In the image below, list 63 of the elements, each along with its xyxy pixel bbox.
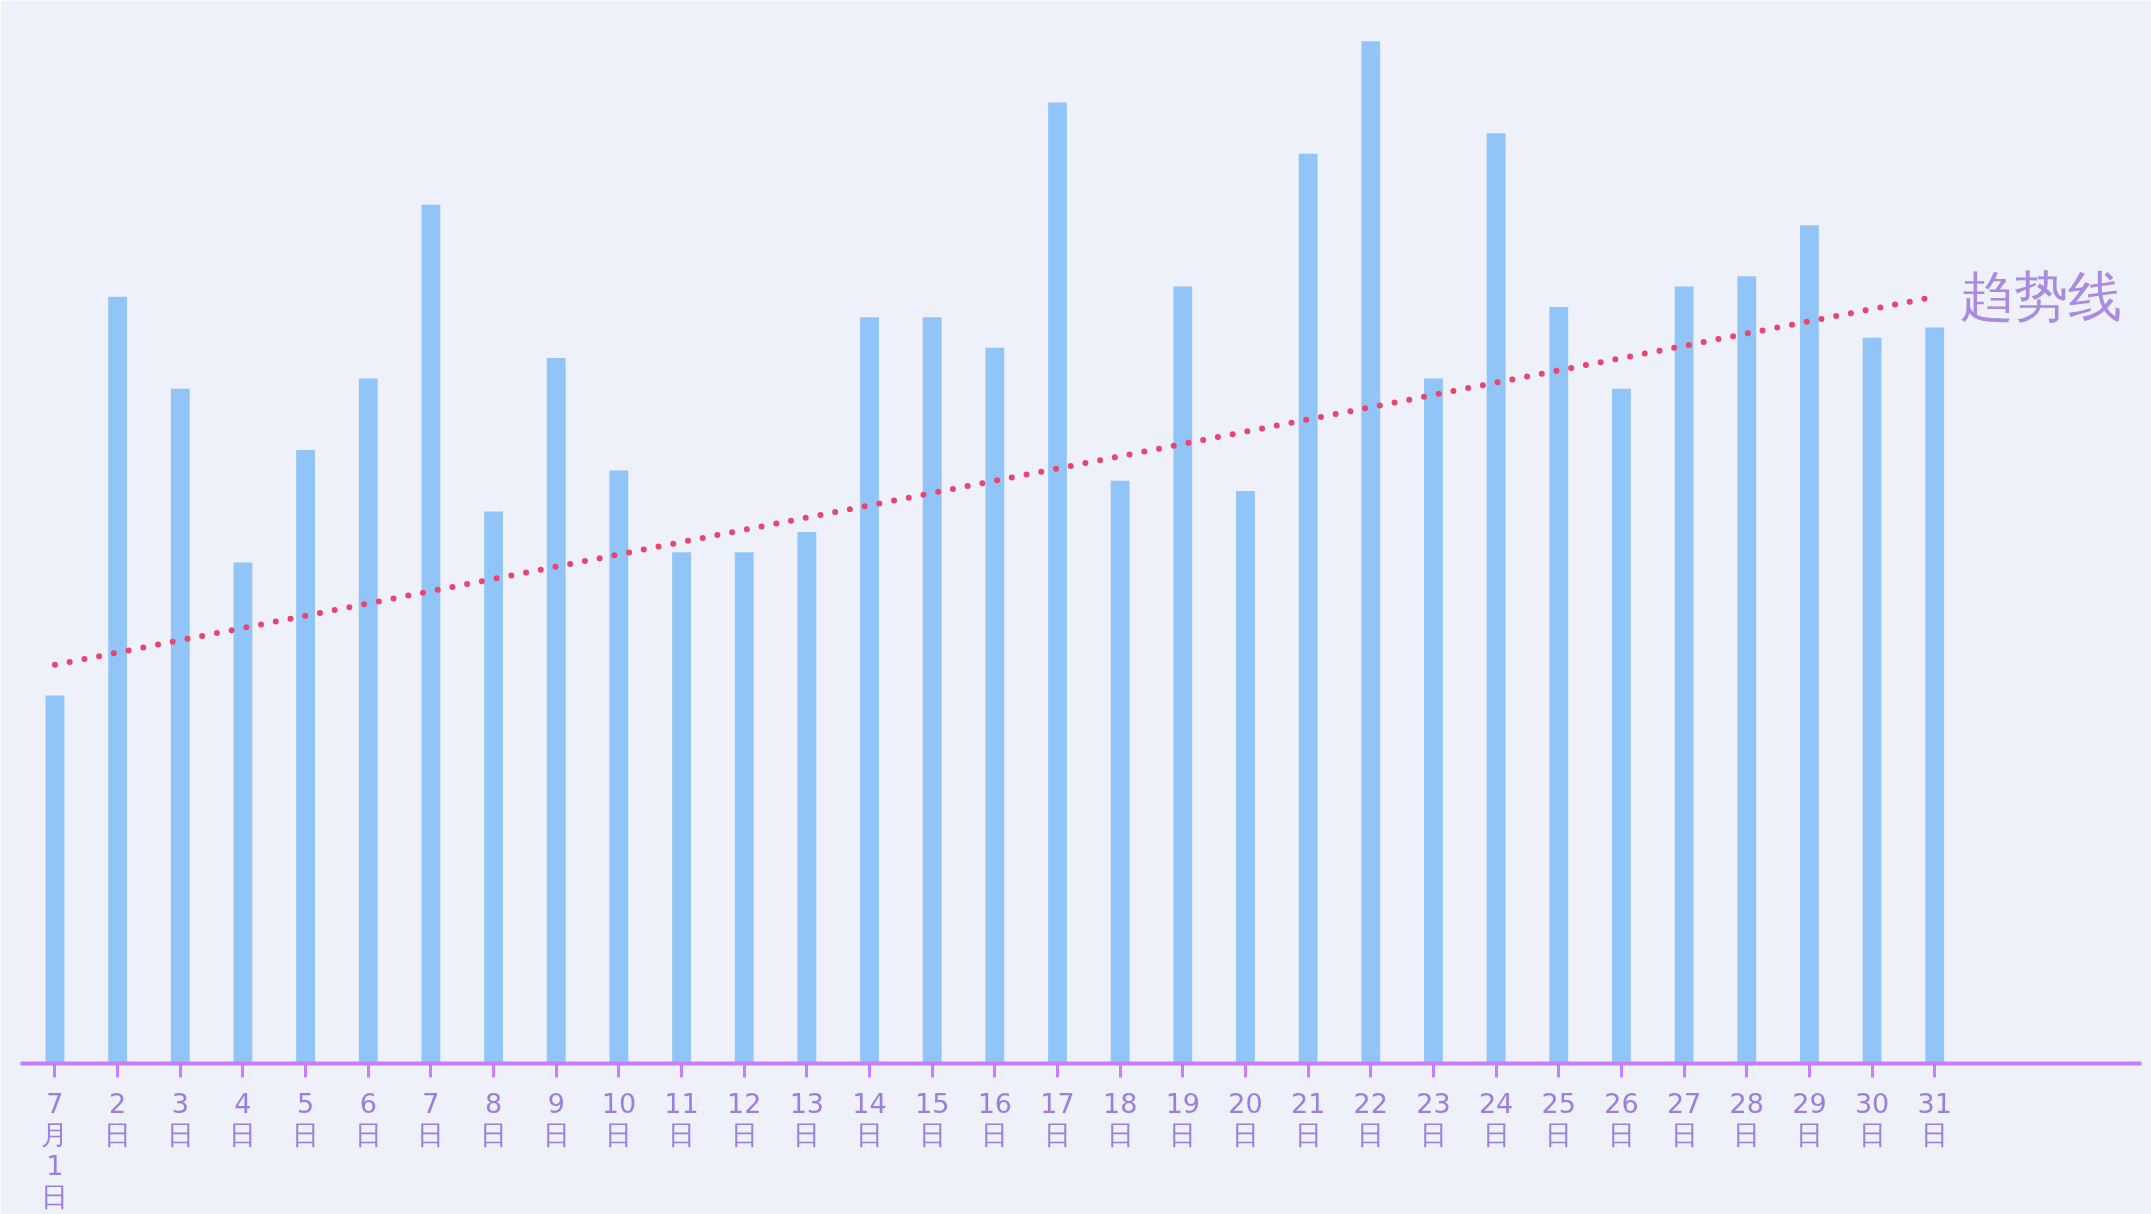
x-tick-label: 22日: [1353, 1087, 1388, 1150]
x-tick-label: 26日: [1604, 1087, 1639, 1150]
bar: [1612, 388, 1631, 1064]
x-tick-label: 18日: [1102, 1087, 1138, 1150]
x-tick-label: 11日: [664, 1087, 699, 1150]
x-tick-label: 29日: [1792, 1087, 1827, 1150]
bar: [672, 552, 691, 1064]
bar: [1800, 225, 1819, 1064]
x-tick-label: 28日: [1729, 1087, 1764, 1150]
x-tick-label: 7月1日: [41, 1087, 69, 1212]
bar: [1862, 337, 1882, 1064]
x-tick-label: 3日: [166, 1087, 194, 1150]
x-tick-label: 7日: [417, 1087, 445, 1150]
bar: [734, 552, 754, 1064]
bar: [1674, 286, 1694, 1064]
bar: [1298, 153, 1318, 1064]
x-tick-label: 24日: [1478, 1087, 1514, 1150]
bar: [1110, 480, 1130, 1064]
bar: [546, 358, 566, 1064]
x-tick-label: 16日: [977, 1087, 1013, 1150]
x-tick-label: 17日: [1040, 1087, 1075, 1150]
bar: [233, 562, 253, 1064]
bar: [1236, 491, 1255, 1064]
bar: [45, 695, 65, 1064]
x-tick-label: 19日: [1165, 1087, 1200, 1150]
x-tick-label: 9日: [542, 1087, 570, 1150]
x-tick-label: 31日: [1917, 1087, 1952, 1150]
x-tick-label: 12日: [727, 1087, 762, 1150]
bar: [108, 296, 128, 1064]
x-tick-label: 4日: [229, 1087, 257, 1150]
bar: [1549, 306, 1569, 1064]
bar: [1925, 327, 1945, 1064]
x-tick-label: 6日: [354, 1087, 382, 1150]
x-tick-label: 27日: [1666, 1087, 1702, 1150]
bar: [1048, 102, 1067, 1064]
bar: [985, 347, 1005, 1064]
bar: [484, 511, 503, 1064]
x-tick-label: 14日: [852, 1087, 887, 1150]
x-tick-label: 21日: [1290, 1087, 1326, 1150]
x-tick-label: 20日: [1228, 1087, 1263, 1150]
bar: [1173, 286, 1193, 1064]
bar: [358, 378, 378, 1064]
x-tick-label: 30日: [1854, 1087, 1890, 1150]
bar: [860, 317, 879, 1064]
x-tick-label: 8日: [480, 1087, 508, 1150]
bar: [1737, 276, 1757, 1064]
x-tick-label: 25日: [1541, 1087, 1576, 1150]
x-tick-label: 15日: [915, 1087, 950, 1150]
x-tick-label: 23日: [1416, 1087, 1451, 1150]
x-tick-label: 10日: [601, 1087, 637, 1150]
bar: [1424, 378, 1443, 1064]
bar: [170, 388, 190, 1064]
x-tick-label: 5日: [292, 1087, 320, 1150]
bar: [797, 531, 817, 1064]
x-tick-label: 2日: [104, 1087, 132, 1150]
bar: [1361, 41, 1381, 1064]
bar: [421, 204, 441, 1064]
bar: [1486, 133, 1506, 1064]
bar: [296, 450, 315, 1064]
bar: [609, 470, 629, 1064]
bar: [922, 317, 942, 1064]
series-label: 趋势线: [1959, 265, 2122, 329]
x-tick-label: 13日: [789, 1087, 825, 1150]
